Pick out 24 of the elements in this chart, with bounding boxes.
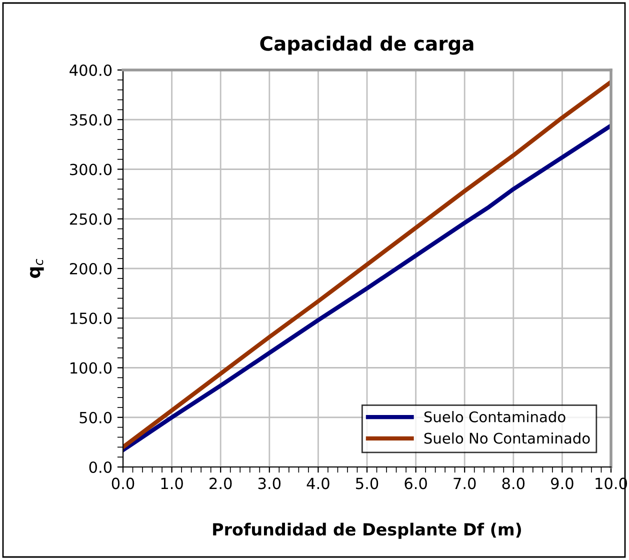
y-tick-label: 50.0 <box>80 412 112 424</box>
y-tick-label: 300.0 <box>70 164 112 176</box>
y-tick-label: 200.0 <box>70 262 112 275</box>
y-tick-label: 250.0 <box>70 213 112 225</box>
legend-label: Suelo No Contaminado <box>424 432 590 444</box>
y-axis-title: q$_{c}$ <box>30 258 44 278</box>
y-tick-label: 100.0 <box>70 362 112 374</box>
chart-title: Capacidad de carga <box>260 36 474 55</box>
x-tick-label: 3.0 <box>258 478 281 490</box>
x-tick-label: 1.0 <box>161 478 183 490</box>
x-tick-label: 2.0 <box>210 478 232 490</box>
x-tick-label: 0.0 <box>112 478 134 490</box>
x-tick-label: 8.0 <box>502 478 525 490</box>
y-tick-label: 0.0 <box>89 461 112 474</box>
y-tick-label: 350.0 <box>70 114 112 126</box>
legend-label: Suelo Contaminado <box>424 411 566 422</box>
x-tick-label: 5.0 <box>356 478 378 490</box>
y-tick-label: 150.0 <box>70 312 112 324</box>
x-tick-label: 4.0 <box>306 478 330 490</box>
x-tick-label: 6.0 <box>404 478 427 490</box>
x-tick-label: 9.0 <box>551 478 574 490</box>
y-tick-label: 400.0 <box>70 64 112 76</box>
x-axis-title: Profundidad de Desplante Df (m) <box>213 522 521 539</box>
x-tick-label: 7.0 <box>454 478 476 490</box>
